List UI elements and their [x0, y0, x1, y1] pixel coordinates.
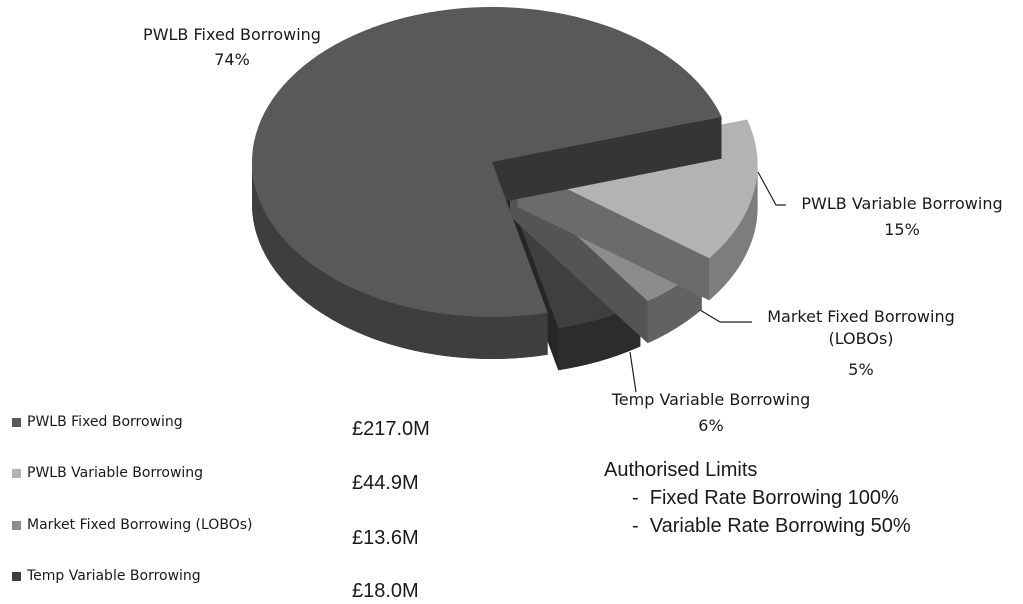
slice-label: PWLB Variable Borrowing — [801, 194, 1003, 213]
slice-value: 15% — [884, 220, 920, 239]
legend-item: Temp Variable Borrowing — [12, 568, 201, 584]
annotation-line: - Fixed Rate Borrowing 100% — [632, 487, 899, 509]
slice-label: Market Fixed Borrowing (LOBOs) — [767, 307, 955, 348]
amount: £217.0M — [352, 418, 430, 440]
slice-value: 5% — [848, 360, 874, 379]
slice-value: 6% — [698, 416, 724, 435]
leader-line — [629, 351, 637, 393]
slice — [251, 6, 722, 360]
legend-label: PWLB Fixed Borrowing — [27, 414, 183, 430]
legend-swatch — [12, 468, 21, 478]
legend-swatch — [12, 520, 21, 530]
leader-line — [757, 171, 786, 206]
amount: £13.6M — [352, 527, 419, 549]
leader-line — [699, 309, 752, 323]
annotation-title: Authorised Limits — [604, 459, 758, 481]
slice-wall — [709, 164, 758, 301]
slice-face — [492, 116, 722, 204]
leader-lines — [629, 171, 786, 393]
legend-label: Temp Variable Borrowing — [27, 568, 201, 584]
legend-label: PWLB Variable Borrowing — [27, 465, 204, 481]
slice-top — [251, 6, 722, 318]
amount: £44.9M — [352, 472, 419, 494]
slice-wall — [252, 162, 548, 359]
annotation-line: - Variable Rate Borrowing 50% — [632, 515, 911, 537]
slice-label: PWLB Fixed Borrowing — [143, 25, 321, 44]
amount: £18.0M — [352, 580, 419, 602]
slice-label: Temp Variable Borrowing — [611, 390, 811, 409]
slice-wall — [558, 304, 641, 371]
legend-item: Market Fixed Borrowing (LOBOs) — [12, 517, 252, 533]
legend-item: PWLB Variable Borrowing — [12, 465, 203, 481]
slice-value: 74% — [214, 50, 250, 69]
annotation: Authorised Limits - Fixed Rate Borrowing… — [604, 456, 911, 540]
legend-item: PWLB Fixed Borrowing — [12, 414, 183, 430]
legend-swatch — [12, 571, 21, 581]
legend-swatch — [12, 417, 21, 427]
legend-label: Market Fixed Borrowing (LOBOs) — [27, 517, 253, 533]
slice-face — [517, 164, 710, 301]
